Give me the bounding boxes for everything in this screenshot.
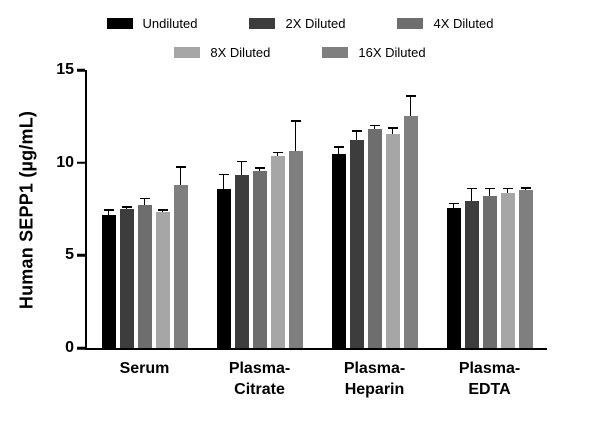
bar-16x-diluted-plasma-heparin xyxy=(403,95,418,348)
x-category-label-plasma-citrate: Plasma- Citrate xyxy=(228,360,291,398)
legend-item-16x-diluted: 16X Diluted xyxy=(322,45,426,60)
x-category-label-serum: Serum xyxy=(119,360,170,377)
error-bar xyxy=(140,197,149,206)
bar-8x-diluted-plasma-citrate xyxy=(270,151,285,348)
bar-4x-diluted-plasma-heparin xyxy=(367,124,382,348)
error-bar xyxy=(255,167,264,172)
bar-undiluted-plasma-heparin xyxy=(331,146,346,348)
legend-row-2: 8X Diluted 16X Diluted xyxy=(174,45,426,60)
legend-label: Undiluted xyxy=(142,16,198,31)
chart-legend: Undiluted 2X Diluted 4X Diluted 8X Diluted… xyxy=(0,16,600,60)
bar-8x-diluted-plasma-edta xyxy=(500,187,515,348)
error-bar xyxy=(503,187,512,194)
legend-item-2x-diluted: 2X Diluted xyxy=(249,16,345,31)
bar-4x-diluted-plasma-edta xyxy=(482,187,497,348)
bar-undiluted-serum xyxy=(101,209,116,348)
error-bar xyxy=(273,151,282,157)
y-axis-tick-label: 5 xyxy=(65,246,74,264)
y-axis-tick xyxy=(76,346,85,350)
bar-undiluted-plasma-edta xyxy=(446,202,461,348)
error-bar xyxy=(104,209,113,215)
legend-row-1: Undiluted 2X Diluted 4X Diluted xyxy=(106,16,493,31)
bar-8x-diluted-serum xyxy=(155,209,170,348)
legend-label: 4X Diluted xyxy=(433,16,494,31)
legend-item-8x-diluted: 8X Diluted xyxy=(174,45,270,60)
y-axis-tick-label: 15 xyxy=(56,61,74,78)
error-bar xyxy=(352,130,361,141)
bar-group-plasma-citrate xyxy=(216,120,303,348)
error-bar xyxy=(388,127,397,134)
error-bar xyxy=(485,187,494,197)
bar-16x-diluted-serum xyxy=(173,166,188,348)
error-bar xyxy=(219,173,228,189)
bar-2x-diluted-serum xyxy=(119,206,134,348)
legend-swatch-2x-diluted xyxy=(249,18,276,29)
x-category-label-plasma-heparin: Plasma- Heparin xyxy=(343,360,406,398)
legend-item-4x-diluted: 4X Diluted xyxy=(397,16,493,31)
bar-2x-diluted-plasma-heparin xyxy=(349,130,364,348)
plot-area: 0 5 10 15 Serum Plasma- Citrate Plasma- Hepar… xyxy=(56,62,547,398)
error-bar xyxy=(521,187,530,190)
legend-label: 16X Diluted xyxy=(358,45,426,60)
bar-group-serum xyxy=(101,166,188,348)
y-axis-tick xyxy=(76,68,85,72)
legend-swatch-16x-diluted xyxy=(322,47,349,58)
error-bar xyxy=(406,95,415,117)
y-axis-tick-label: 10 xyxy=(56,153,74,171)
legend-swatch-undiluted xyxy=(106,18,133,29)
error-bar xyxy=(291,120,300,151)
x-category-label-plasma-edta: Plasma- EDTA xyxy=(458,360,521,398)
bar-undiluted-plasma-citrate xyxy=(216,173,231,348)
legend-label: 2X Diluted xyxy=(285,16,346,31)
y-axis-tick-label: 0 xyxy=(65,339,74,356)
error-bar xyxy=(176,166,185,185)
error-bar xyxy=(237,160,246,175)
bar-group-plasma-edta xyxy=(446,187,533,348)
y-axis-title: Human SEPP1 (µg/mL) xyxy=(16,110,37,310)
error-bar xyxy=(334,146,343,155)
legend-label: 8X Diluted xyxy=(210,45,271,60)
bar-16x-diluted-plasma-citrate xyxy=(288,120,303,348)
bar-group-plasma-heparin xyxy=(331,95,418,348)
error-bar xyxy=(467,187,476,201)
error-bar xyxy=(370,124,379,130)
legend-swatch-8x-diluted xyxy=(174,47,201,58)
bar-2x-diluted-plasma-edta xyxy=(464,187,479,348)
legend-swatch-4x-diluted xyxy=(397,18,424,29)
y-axis-tick xyxy=(76,254,85,257)
error-bar xyxy=(122,206,131,209)
bar-4x-diluted-plasma-citrate xyxy=(252,167,267,348)
bar-16x-diluted-plasma-edta xyxy=(518,187,533,348)
bar-2x-diluted-plasma-citrate xyxy=(234,160,249,348)
error-bar xyxy=(449,202,458,209)
y-axis-tick xyxy=(76,161,85,164)
bar-8x-diluted-plasma-heparin xyxy=(385,127,400,348)
error-bar xyxy=(158,209,167,212)
bar-4x-diluted-serum xyxy=(137,197,152,348)
legend-item-undiluted: Undiluted xyxy=(106,16,198,31)
